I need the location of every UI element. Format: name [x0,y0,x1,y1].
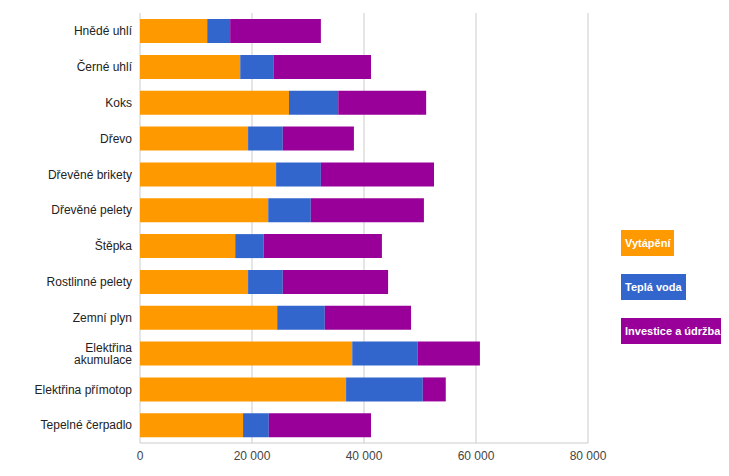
svg-text:60 000: 60 000 [458,449,495,463]
svg-text:40 000: 40 000 [346,449,383,463]
svg-text:Černé uhlí: Černé uhlí [77,59,133,74]
svg-text:Elektřina přímotop: Elektřina přímotop [35,383,133,397]
svg-text:Koks: Koks [105,96,132,110]
svg-text:Štěpka: Štěpka [95,238,133,253]
svg-text:Dřevo: Dřevo [100,132,132,146]
html-text:Teplá voda: Teplá voda [625,281,682,293]
svg-text:Dřevěné pelety: Dřevěné pelety [51,203,132,217]
svg-text:20 000: 20 000 [234,449,271,463]
svg-text:Zemní plyn: Zemní plyn [73,311,132,325]
svg-text:Tepelné čerpadlo: Tepelné čerpadlo [41,418,133,432]
svg-text:Rostlinné pelety: Rostlinné pelety [47,275,132,289]
html-text:Vytápění: Vytápění [625,237,671,249]
svg-text:0: 0 [137,449,144,463]
svg-text:Elektřinaakumulace: Elektřinaakumulace [74,341,132,367]
html-text:Investice a údržba: Investice a údržba [625,325,721,337]
svg-text:Dřevěné brikety: Dřevěné brikety [48,168,132,182]
svg-text:80 000: 80 000 [570,449,607,463]
svg-text:Hnědé uhlí: Hnědé uhlí [74,24,133,38]
